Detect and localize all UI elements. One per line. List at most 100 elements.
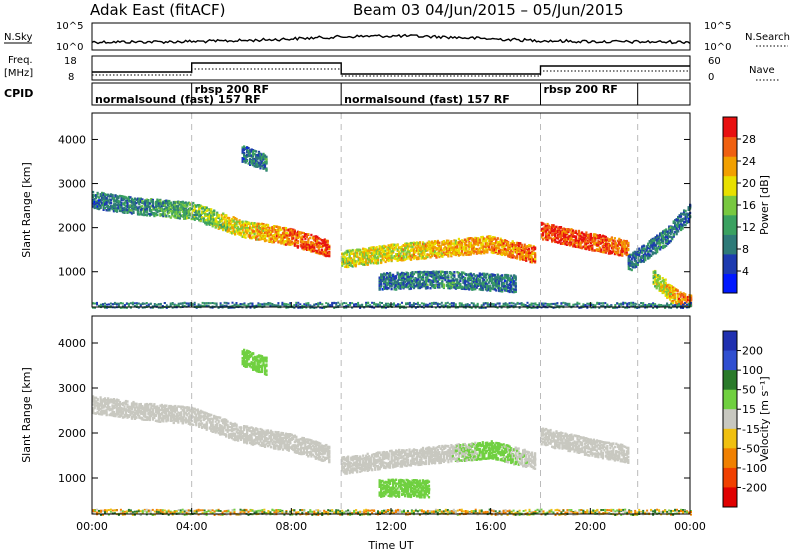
heatmap-cell [423,245,426,248]
heatmap-cell [123,210,126,213]
heatmap-cell [108,207,111,210]
heatmap-cell [121,197,125,201]
heatmap-cell [380,285,383,288]
heatmap-cell [234,224,237,227]
heatmap-cell [286,242,289,246]
heatmap-cell [257,230,261,233]
heatmap-cell [447,250,450,253]
heatmap-cell [271,227,274,230]
heatmap-cell [490,245,493,248]
heatmap-cell [522,256,525,260]
heatmap-cell [465,243,468,247]
heatmap-cell [240,225,243,228]
heatmap-cell [421,254,425,257]
heatmap-cell [295,241,298,244]
heatmap-cell [284,233,288,237]
heatmap-cell [551,232,554,235]
heatmap-cell [495,240,498,243]
heatmap-cell [478,251,481,255]
heatmap-cell [283,242,286,245]
heatmap-cell [265,231,268,235]
heatmap-cell [121,202,125,205]
heatmap-cell [368,260,371,263]
heatmap-cell [326,239,329,243]
heatmap-cell [429,246,432,249]
heatmap-cell [564,240,567,243]
heatmap-cell [399,246,402,249]
heatmap-cell [412,255,416,258]
heatmap-cell [486,237,489,240]
heatmap-cell [463,238,466,241]
heatmap-cell [417,244,420,247]
heatmap-cell [534,246,537,249]
heatmap-cell [377,248,380,251]
heatmap-cell [118,194,122,198]
heatmap-cell [442,251,445,254]
heatmap-cell [311,247,314,250]
heatmap-cell [561,234,564,237]
heatmap-cell [489,240,492,243]
heatmap-cell [375,256,378,260]
heatmap-cell [564,242,567,246]
heatmap-cell [223,215,226,219]
heatmap-cell [555,240,558,244]
heatmap-cell [141,200,144,203]
heatmap-cell [296,230,299,234]
heatmap-cell [426,276,429,279]
heatmap-cell [478,238,481,241]
heatmap-cell [424,247,428,250]
heatmap-cell [246,231,249,235]
heatmap-cell [130,206,134,210]
heatmap-cell [120,206,123,209]
heatmap-cell [365,261,368,264]
heatmap-cell [559,234,563,237]
heatmap-cell [207,215,210,218]
heatmap-cell [384,253,387,256]
heatmap-cell [401,257,404,260]
heatmap-cell [507,244,510,247]
heatmap-cell [457,241,460,245]
heatmap-cell [313,236,316,239]
heatmap-cell [277,233,280,237]
heatmap-cell [290,234,293,237]
heatmap-cell [412,241,416,244]
heatmap-cell [172,201,175,204]
heatmap-cell [157,210,160,213]
heatmap-cell [353,259,356,262]
heatmap-cell [163,199,166,203]
heatmap-cell [202,217,205,220]
heatmap-cell [105,202,108,205]
heatmap-cell [269,233,273,236]
heatmap-cell [450,245,453,248]
heatmap-cell [257,222,261,226]
heatmap-cell [418,248,422,252]
heatmap-cell [257,233,261,237]
heatmap-cell [347,258,350,262]
heatmap-cell [181,201,184,204]
heatmap-cell [380,261,383,264]
heatmap-cell [551,229,554,233]
heatmap-cell [559,236,563,240]
heatmap-cell [372,250,375,253]
heatmap-cell [526,245,529,248]
heatmap-cell [484,246,487,249]
heatmap-cell [414,242,417,245]
heatmap-cell [111,204,114,208]
heatmap-cell [345,252,348,255]
heatmap-cell [174,201,177,204]
heatmap-cell [138,202,141,205]
heatmap-cell [123,208,126,211]
heatmap-cell [208,214,211,217]
heatmap-cell [298,232,301,236]
heatmap-cell [138,197,141,200]
heatmap-cell [396,256,399,259]
heatmap-cell [508,254,511,258]
heatmap-cell [301,236,304,239]
heatmap-cell [153,214,156,218]
heatmap-cell [326,251,329,255]
heatmap-cell [229,231,232,234]
heatmap-cell [549,228,552,231]
heatmap-cell [348,263,351,267]
heatmap-cell [317,243,320,246]
heatmap-cell [392,248,395,251]
